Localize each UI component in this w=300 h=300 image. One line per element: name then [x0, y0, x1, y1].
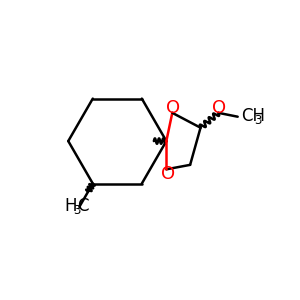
Text: H: H	[64, 197, 77, 215]
Text: O: O	[212, 99, 226, 117]
Text: 3: 3	[254, 114, 261, 127]
Text: C: C	[77, 197, 88, 215]
Text: O: O	[161, 165, 175, 183]
Text: O: O	[166, 99, 180, 117]
Text: 3: 3	[73, 204, 81, 218]
Text: CH: CH	[241, 107, 265, 125]
